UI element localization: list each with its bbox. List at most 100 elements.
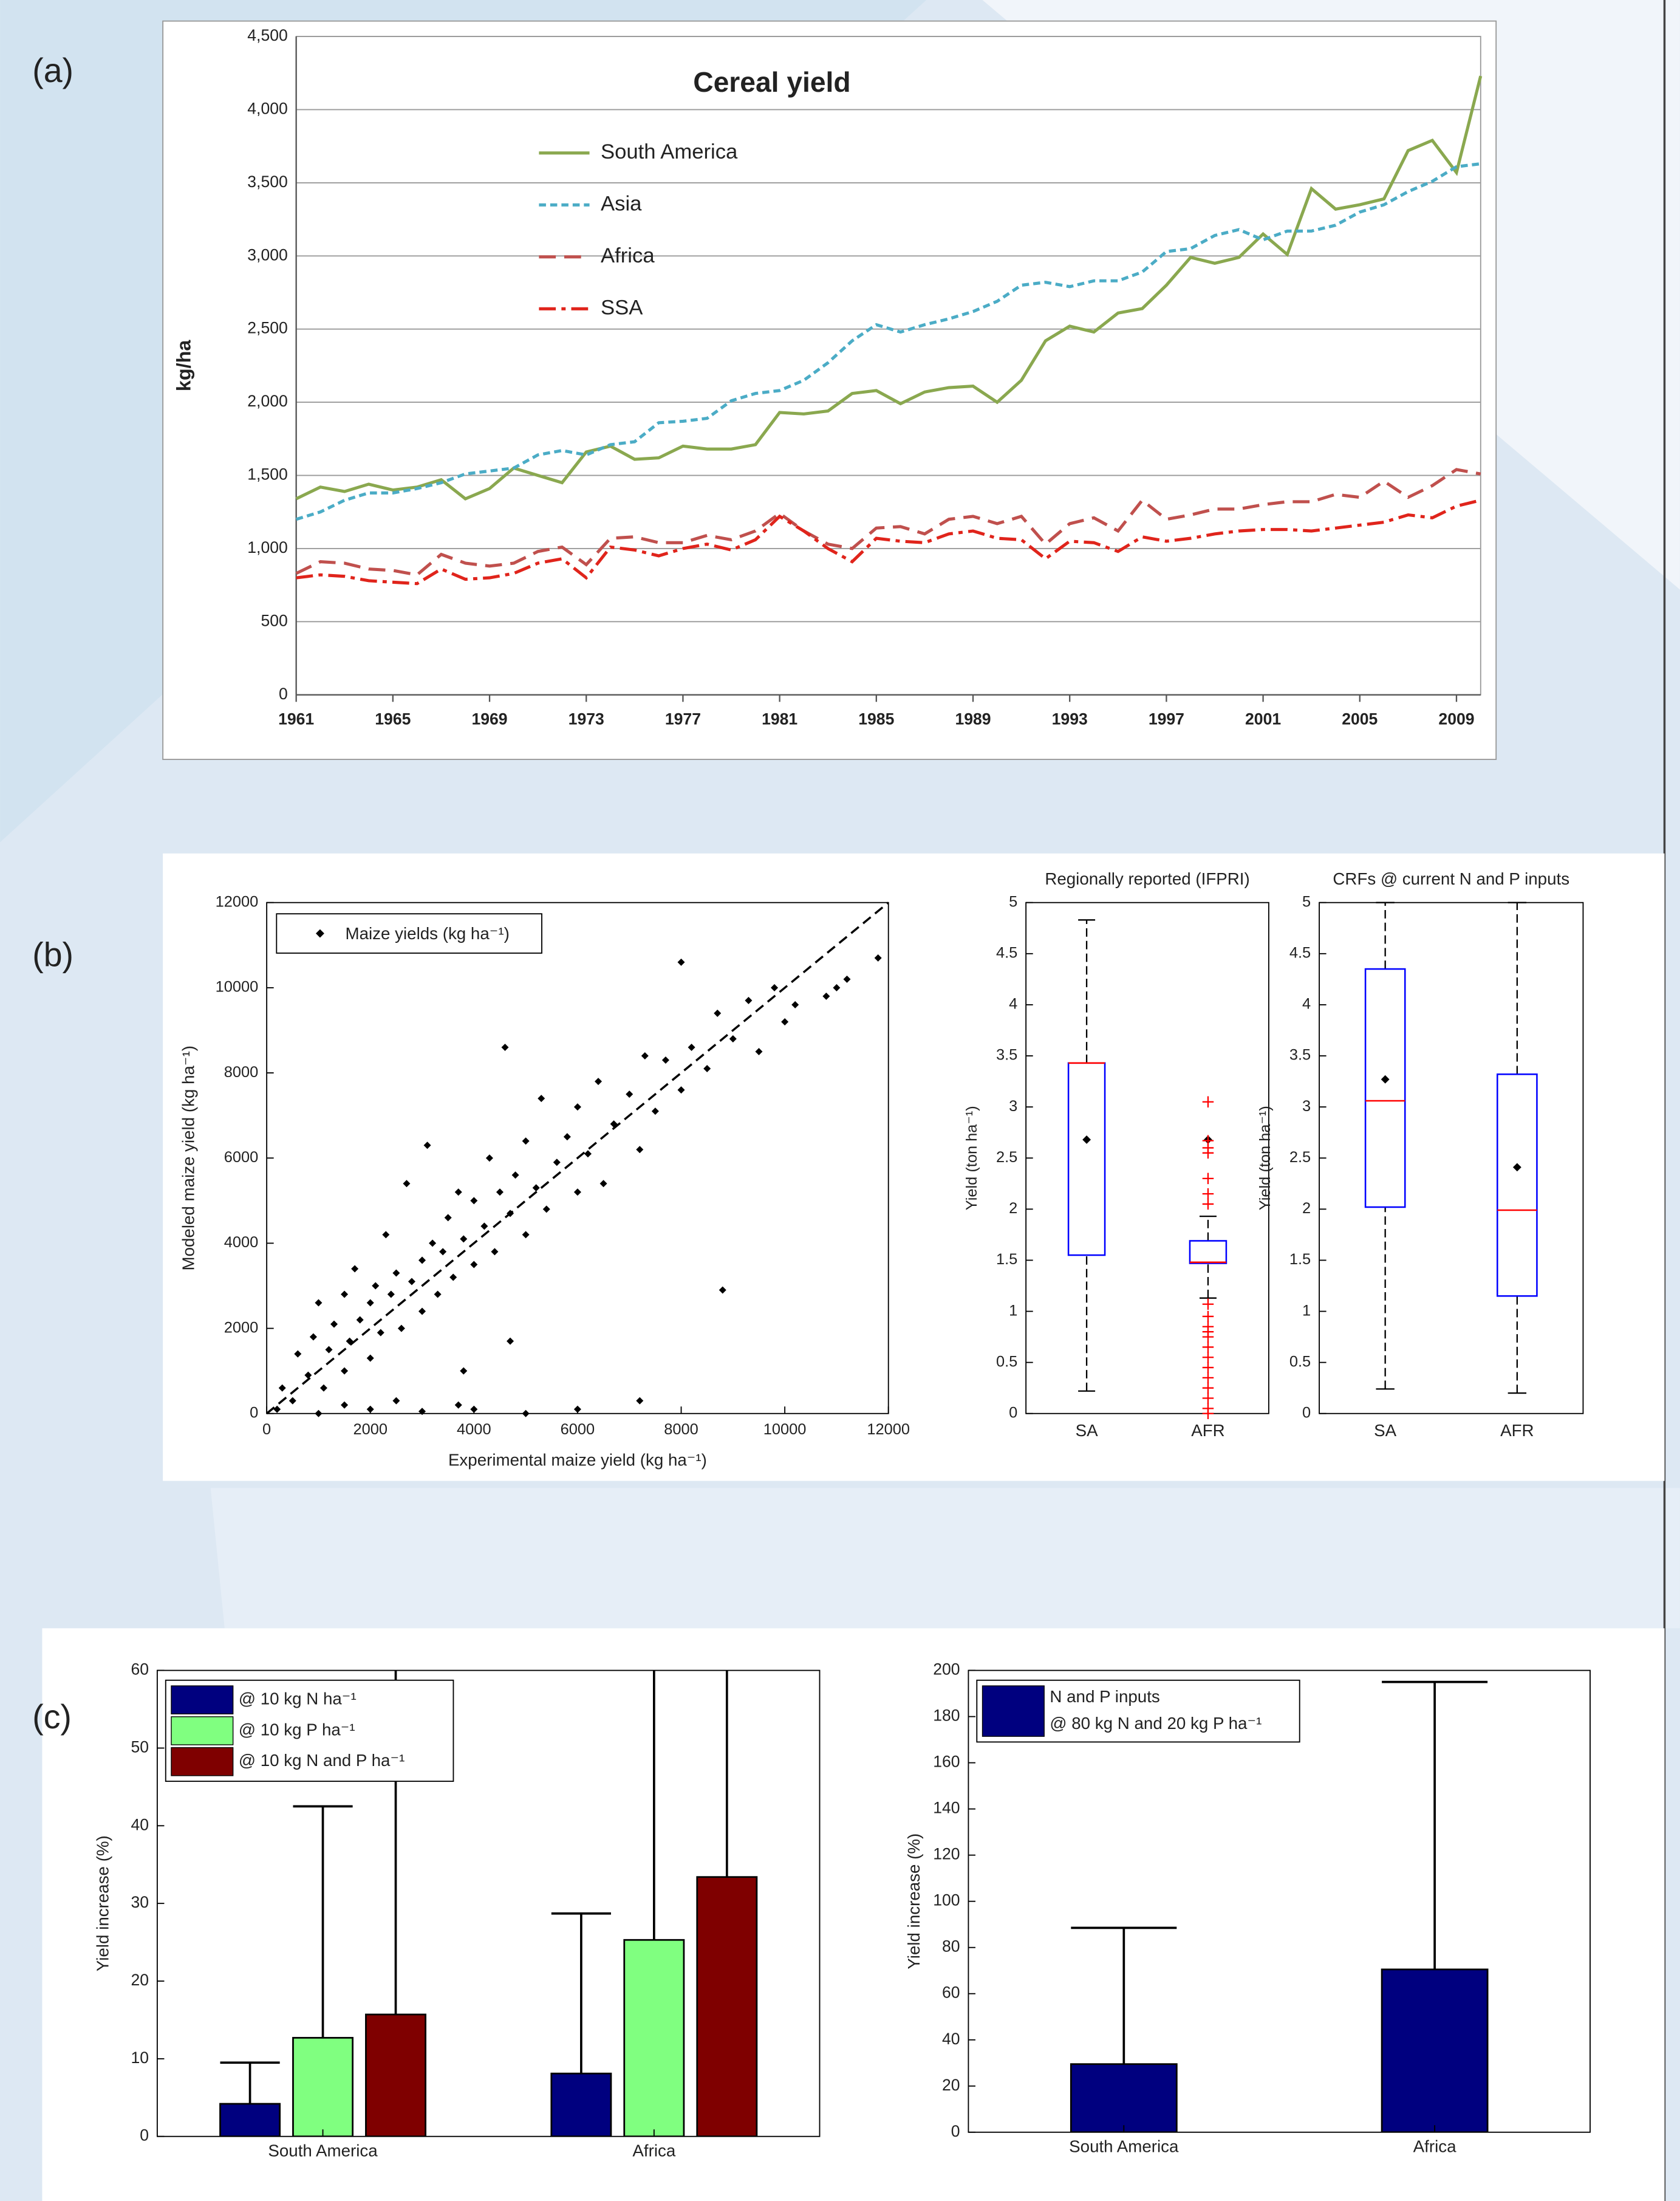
scatter-point xyxy=(573,1103,581,1111)
chart-title: CRFs @ current N and P inputs xyxy=(1333,869,1569,888)
scatter-point xyxy=(403,1180,411,1188)
chart-title: Regionally reported (IFPRI) xyxy=(1045,869,1249,888)
outlier xyxy=(1202,1392,1214,1404)
x-axis-label: Experimental maize yield (kg ha⁻¹) xyxy=(448,1451,707,1470)
x-tick-label: 1965 xyxy=(375,710,411,728)
bar xyxy=(550,2072,612,2137)
x-tick-label: 1973 xyxy=(569,710,604,728)
scatter-point xyxy=(470,1197,478,1205)
legend-label: Africa xyxy=(601,244,655,267)
scatter-point xyxy=(626,1090,633,1098)
panel-label: (c) xyxy=(32,1698,72,1736)
outlier xyxy=(1202,1408,1214,1420)
bar xyxy=(292,2036,354,2137)
legend-swatch xyxy=(171,1747,234,1776)
outlier xyxy=(1202,1331,1214,1343)
y-axis-label: Yield increase (%) xyxy=(93,1835,112,1971)
y-tick-label: 2,000 xyxy=(247,392,287,410)
scatter-point xyxy=(480,1222,488,1230)
y-tick-label: 3.5 xyxy=(996,1047,1017,1064)
scatter-point xyxy=(315,1299,323,1307)
legend-label: Maize yields (kg ha⁻¹) xyxy=(346,924,510,943)
series-line xyxy=(295,468,1481,577)
x-tick-label: 4000 xyxy=(457,1421,491,1438)
x-tick-label: AFR xyxy=(1500,1421,1534,1440)
y-tick-label: 30 xyxy=(131,1893,149,1911)
outlier xyxy=(1202,1096,1214,1107)
y-tick-label: 60 xyxy=(131,1660,149,1679)
box xyxy=(1364,968,1406,1208)
y-tick-label: 2.5 xyxy=(996,1149,1017,1166)
scatter-point xyxy=(833,984,841,991)
scatter-point xyxy=(719,1286,726,1294)
x-tick-label: 8000 xyxy=(664,1421,698,1438)
x-tick-label: 1981 xyxy=(762,710,797,728)
y-tick-label: 8000 xyxy=(224,1064,259,1081)
box xyxy=(1497,1073,1538,1297)
outlier xyxy=(1202,1341,1214,1353)
outlier xyxy=(1202,1147,1214,1159)
scatter-point xyxy=(563,1133,571,1141)
mean-marker xyxy=(1512,1163,1521,1172)
y-tick-label: 4.5 xyxy=(1289,945,1311,962)
y-tick-label: 10 xyxy=(131,2049,149,2067)
legend-label: @ 10 kg P ha⁻¹ xyxy=(239,1720,355,1739)
y-tick-label: 500 xyxy=(261,611,287,629)
y-tick-label: 0 xyxy=(951,2122,960,2140)
scatter-point xyxy=(843,975,851,983)
y-axis-label: Yield (ton ha⁻¹) xyxy=(1257,1106,1274,1210)
scatter-point xyxy=(538,1095,545,1103)
x-tick-label: Africa xyxy=(632,2141,675,2160)
chart-title: Cereal yield xyxy=(693,66,850,98)
y-tick-label: 5 xyxy=(1009,893,1017,910)
scatter-point xyxy=(610,1120,618,1128)
outlier xyxy=(1202,1372,1214,1384)
y-tick-label: 2 xyxy=(1302,1200,1311,1217)
x-tick-label: Africa xyxy=(1413,2137,1456,2156)
y-tick-label: 4,500 xyxy=(247,26,287,44)
panel-label: (a) xyxy=(32,52,73,89)
bar xyxy=(696,1876,758,2137)
series-line xyxy=(296,498,1481,586)
y-tick-label: 2.5 xyxy=(1289,1149,1311,1166)
y-tick-label: 2000 xyxy=(224,1319,259,1336)
x-tick-label: South America xyxy=(268,2141,378,2160)
legend-label: @ 80 kg N and 20 kg P ha⁻¹ xyxy=(1050,1714,1262,1733)
y-tick-label: 60 xyxy=(942,1984,960,2002)
y-axis-label: Yield (ton ha⁻¹) xyxy=(963,1106,980,1210)
outlier xyxy=(1202,1382,1214,1394)
legend-swatch xyxy=(171,1685,234,1714)
y-tick-label: 0 xyxy=(1009,1404,1017,1421)
y-tick-label: 3 xyxy=(1302,1098,1311,1115)
outlier xyxy=(1202,1198,1214,1210)
scatter-point xyxy=(584,1150,592,1158)
x-tick-label: 2001 xyxy=(1245,710,1281,728)
scatter-point xyxy=(351,1265,359,1273)
scatter-point xyxy=(418,1307,426,1315)
scatter-point xyxy=(595,1078,603,1086)
bar xyxy=(365,2013,426,2137)
scatter-point xyxy=(278,1384,286,1392)
y-axis-label: Modeled maize yield (kg ha⁻¹) xyxy=(179,1046,197,1271)
legend-swatch xyxy=(982,1685,1045,1737)
y-tick-label: 140 xyxy=(933,1799,960,1817)
y-tick-label: 6000 xyxy=(224,1149,259,1166)
x-tick-label: 2009 xyxy=(1438,710,1474,728)
scatter-point xyxy=(423,1142,431,1149)
legend-swatch xyxy=(171,1716,234,1745)
panel-b xyxy=(163,853,1665,1481)
plot-area xyxy=(1070,1680,1489,2132)
scatter-point xyxy=(429,1239,437,1247)
legend-label: Asia xyxy=(601,193,642,216)
scatter-point xyxy=(771,984,779,991)
outlier xyxy=(1202,1298,1214,1310)
y-tick-label: 40 xyxy=(131,1815,149,1833)
series-line xyxy=(295,75,1483,501)
y-tick-label: 1.5 xyxy=(996,1251,1017,1268)
x-tick-label: 2005 xyxy=(1342,710,1378,728)
scatter-point xyxy=(397,1324,405,1332)
scatter-point xyxy=(745,996,753,1004)
outlier xyxy=(1202,1310,1214,1323)
scatter-point xyxy=(677,958,685,966)
y-tick-label: 100 xyxy=(933,1891,960,1909)
